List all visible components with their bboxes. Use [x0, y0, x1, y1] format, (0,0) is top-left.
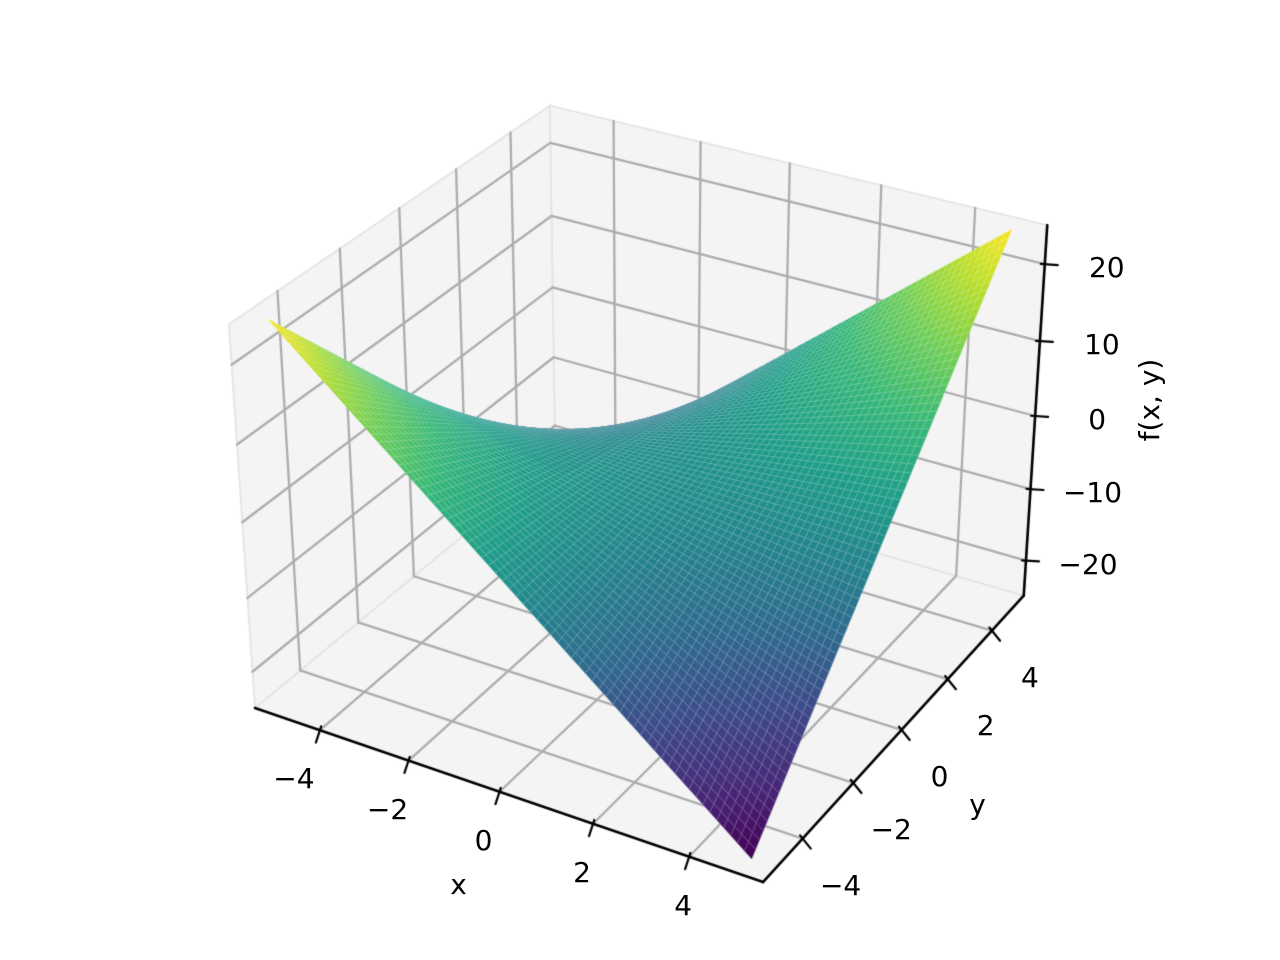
surface-plot-canvas: [0, 0, 1280, 960]
matplotlib-3d-surface-figure: x y f(x, y) −4 −2 0 2 4 −4 −2 0 2 4 −20 −10 0 10 20: [0, 0, 1280, 960]
